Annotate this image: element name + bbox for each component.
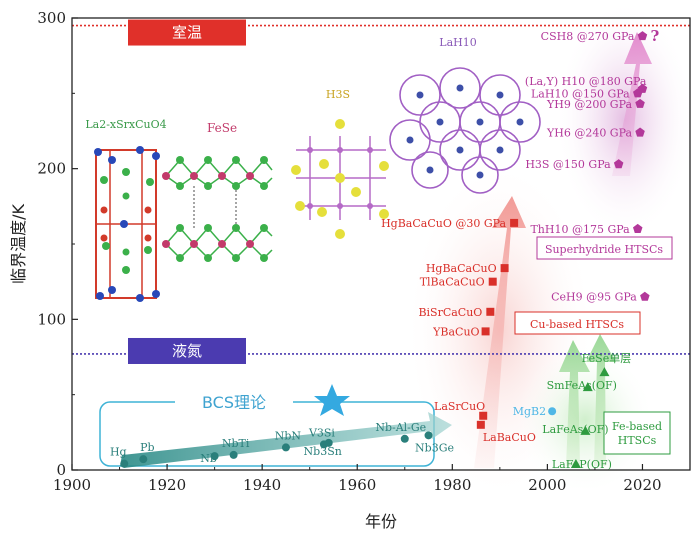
point-label-hgbacacuo: HgBaCaCuO <box>426 262 497 275</box>
point-nb <box>210 452 219 461</box>
point-lafep-of <box>570 458 581 468</box>
reference-label-box-0 <box>128 19 246 46</box>
point-label-lafeas-of: LaFeAs(OF) <box>542 423 608 436</box>
point-labacuo <box>476 420 485 429</box>
point-lasrcuo <box>479 411 488 420</box>
structure-label-h3s: H3S <box>326 88 350 101</box>
bcs-label: BCS理论 <box>202 393 266 412</box>
legend-cu: Cu-based HTSCs <box>514 311 641 335</box>
point-label-yh6-240-gpa: YH6 @240 GPa <box>546 127 633 140</box>
y-tick-label: 300 <box>37 9 66 27</box>
point-thh10-175-gpa <box>633 223 643 233</box>
legend-superhydride-label: Superhydride HTSCs <box>545 243 663 256</box>
x-tick-label: 2020 <box>623 476 661 494</box>
point-label-nbti: NbTi <box>222 437 250 450</box>
point-label-h3s-150-gpa: H3S @150 GPa <box>525 158 611 171</box>
structure-label-la2srcuo4: La2-xSrxCuO4 <box>85 118 166 131</box>
hydride-trend-arrow <box>612 32 652 176</box>
legend-fe: Fe-based HTSCs <box>603 411 671 455</box>
point-lafeas-of <box>580 425 591 435</box>
point-label-nb-al-ge: Nb-Al-Ge <box>375 421 426 434</box>
legend-fe-label: Fe-based HTSCs <box>612 420 662 447</box>
point-label-v3si: V3Si <box>308 426 335 439</box>
point-label-lah10-150-gpa: LaH10 @150 GPa <box>531 87 630 100</box>
point-label-lasrcuo: LaSrCuO <box>434 400 485 413</box>
fe-glow <box>515 345 655 495</box>
point-label-hg: Hg <box>110 446 127 459</box>
lah10-atoms <box>406 84 524 179</box>
point-label-nb: Nb <box>200 452 217 465</box>
point-label-lafep-of: LaFeP(OF) <box>552 458 612 471</box>
point-label-nbn: NbN <box>275 429 302 442</box>
point-hg <box>120 459 129 468</box>
point-hgbacacuo <box>500 264 509 273</box>
bcs-trend-arrow <box>120 412 452 468</box>
point-hgbacacuo-30-gpa <box>510 218 519 227</box>
point-fese <box>599 367 610 377</box>
point-label-csh8-270-gpa: CSH8 @270 GPa <box>541 30 635 43</box>
point-label-fese: FeSe单层 <box>582 352 632 365</box>
x-tick-label: 1980 <box>433 476 471 494</box>
point-label-ybacuo: YBaCuO <box>432 325 479 338</box>
point-label-pb: Pb <box>140 441 154 454</box>
point-label-nb3sn: Nb3Sn <box>304 445 342 458</box>
x-tick-label: 1960 <box>338 476 376 494</box>
point-label-la-y-h10-180-gpa: (La,Y) H10 @180 GPa <box>525 75 647 88</box>
y-tick-label: 100 <box>37 310 66 328</box>
point-nbti <box>229 450 238 459</box>
legend-superhydride: Superhydride HTSCs <box>536 236 673 260</box>
question-mark-annotation: ? <box>650 27 659 45</box>
x-tick-label: 1940 <box>243 476 281 494</box>
point-mgb2 <box>548 407 557 416</box>
point-smfeas-of <box>582 382 593 392</box>
point-tlbacacuo <box>488 277 497 286</box>
point-csh8-270-gpa <box>637 31 648 41</box>
point-h3s-150-gpa <box>613 159 624 169</box>
point-label-yh9-200-gpa: YH9 @200 GPa <box>546 98 633 111</box>
point-label-labacuo: LaBaCuO <box>483 431 536 444</box>
h3s-structure <box>291 119 389 239</box>
point-label-thh10-175-gpa: ThH10 @175 GPa <box>530 223 630 236</box>
point-la-y-h10-180-gpa <box>637 83 648 93</box>
point-label-tlbacacuo: TlBaCaCuO <box>420 276 485 289</box>
point-label-smfeas-of: SmFeAs(OF) <box>547 379 617 392</box>
point-label-ceh9-95-gpa: CeH9 @95 GPa <box>551 291 637 304</box>
structure-label-fese: FeSe <box>207 121 237 135</box>
bcs-label-box: BCS理论 <box>175 390 293 414</box>
fe-trend-arrow-1 <box>559 340 590 466</box>
fese-atoms <box>162 156 268 262</box>
reference-label-1: 液氮 <box>172 342 202 360</box>
reference-label-box-1 <box>128 337 246 364</box>
point-label-mgb2: MgB2 <box>513 405 546 418</box>
y-tick-label: 0 <box>56 461 66 479</box>
reference-label-0: 室温 <box>172 24 202 42</box>
point-ybacuo <box>481 327 490 336</box>
la2-sr-cuo4-structure <box>94 146 160 302</box>
legend-cu-label: Cu-based HTSCs <box>530 318 624 331</box>
point-label-bisrcacuo: BiSrCaCuO <box>418 306 482 319</box>
y-axis-label: 临界温度/K <box>9 204 28 284</box>
x-tick-label: 2000 <box>528 476 566 494</box>
star-icon <box>314 384 350 416</box>
x-axis-label: 年份 <box>365 512 397 531</box>
point-label-nb3ge: Nb3Ge <box>415 441 454 454</box>
x-tick-label: 1900 <box>53 476 91 494</box>
point-yh6-240-gpa <box>635 127 645 137</box>
point-nb3sn <box>324 438 333 447</box>
y-tick-label: 200 <box>37 160 66 178</box>
fe-trend-arrow-2 <box>586 334 616 466</box>
point-nb3ge <box>424 431 433 440</box>
point-bisrcacuo <box>486 307 495 316</box>
structure-label-lah10: LaH10 <box>439 36 476 49</box>
point-yh9-200-gpa <box>635 98 645 108</box>
point-label-hgbacacuo-30-gpa: HgBaCaCuO @30 GPa <box>381 217 506 230</box>
point-nb-al-ge <box>400 434 409 443</box>
cu-trend-arrow <box>474 196 526 468</box>
x-tick-label: 1920 <box>148 476 186 494</box>
lah10-structure <box>389 67 541 194</box>
point-pb <box>139 455 148 464</box>
point-ceh9-95-gpa <box>640 291 650 301</box>
point-nbn <box>281 443 290 452</box>
